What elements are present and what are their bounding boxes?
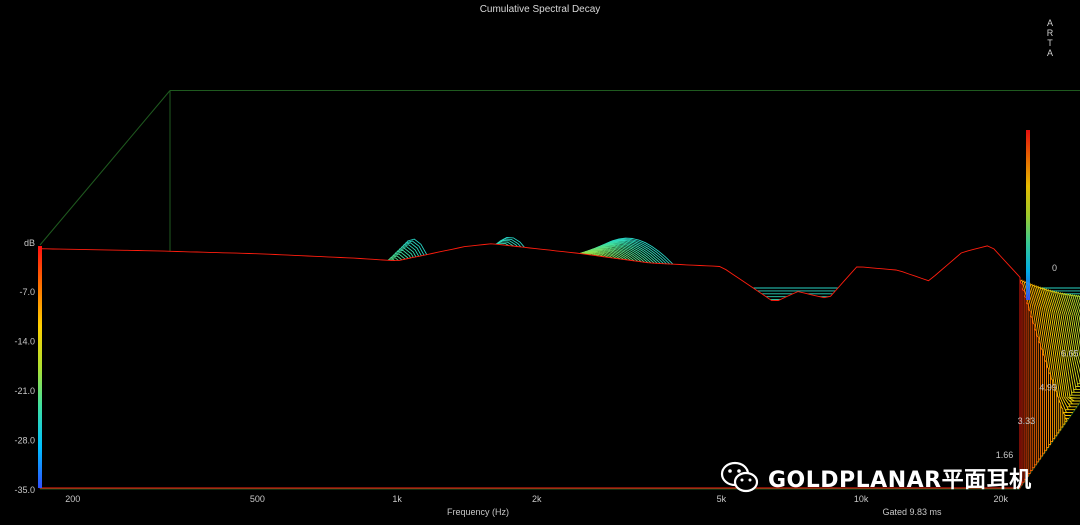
z-tick-label: 4.99: [1039, 382, 1057, 392]
x-tick-label: 20k: [994, 494, 1009, 504]
x-tick-label: 200: [65, 494, 80, 504]
frame-edge-right: [1019, 401, 1080, 489]
x-axis-label: Frequency (Hz): [447, 507, 509, 517]
y-tick-label: -14.0: [14, 337, 35, 347]
decay-slices: [39, 237, 1080, 489]
x-tick-label: 500: [250, 494, 265, 504]
y-tick-label: -35.0: [14, 485, 35, 495]
y-axis-label: dB: [24, 238, 35, 248]
decay-slice: [39, 243, 1021, 489]
watermark: GOLDPLANAR平面耳机: [720, 458, 1032, 498]
z-tick-label: 1.66: [996, 450, 1014, 460]
z-axis-label: Gated 9.83 ms: [882, 507, 942, 517]
y-tick-label: -7.0: [19, 287, 35, 297]
z-tick-label: 3.33: [1018, 416, 1036, 426]
y-tick-label: -28.0: [14, 436, 35, 446]
axes: dB -7.0 -14.0 -21.0 -28.0 -35.0 0 200 500 1k 2k 5k 1…: [14, 130, 1079, 517]
watermark-text: GOLDPLANAR平面耳机: [768, 468, 1032, 493]
z-tick-label: 6.65: [1061, 349, 1079, 359]
colorbar-tick-label: 0: [1052, 263, 1057, 273]
wechat-icon: [720, 461, 759, 493]
arta-brand: ARTA: [1046, 18, 1054, 58]
chart-title: Cumulative Spectral Decay: [479, 4, 601, 15]
x-tick-label: 5k: [717, 494, 727, 504]
x-tick-label: 10k: [854, 494, 869, 504]
frame-edge-diag: [39, 90, 171, 246]
y-tick-label: -21.0: [14, 386, 35, 396]
colorbar: [38, 246, 42, 488]
right-colorbar: [1026, 130, 1030, 300]
x-tick-label: 1k: [392, 494, 402, 504]
x-tick-label: 2k: [532, 494, 542, 504]
